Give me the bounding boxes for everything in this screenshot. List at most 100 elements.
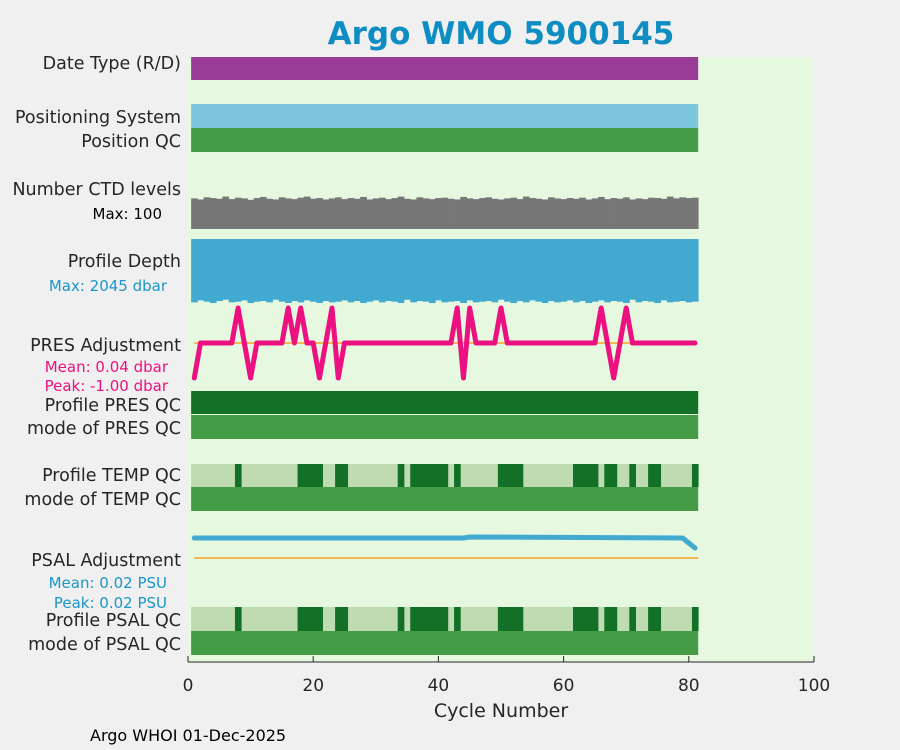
ctd-level-bar [228, 199, 236, 229]
label-mode-temp-qc: mode of TEMP QC [24, 490, 181, 510]
ctd-level-bar [685, 198, 693, 229]
ctd-level-bar [322, 199, 330, 229]
profile-temp-qc-flag [510, 464, 518, 487]
profile-depth-bar [310, 239, 317, 302]
mode-pres-qc-bar [191, 415, 699, 439]
ctd-level-bar [328, 198, 336, 229]
chart-title: Argo WMO 5900145 [328, 16, 675, 52]
label-psal-peak: Peak: 0.02 PSU [54, 594, 167, 612]
profile-depth-bar [297, 239, 305, 303]
profile-depth-bar [197, 239, 205, 301]
profile-depth-bar [648, 239, 655, 302]
ctd-level-bar [666, 196, 674, 229]
x-tick-label: 0 [183, 676, 194, 696]
profile-depth-bar [347, 239, 355, 303]
ctd-level-bar [566, 198, 574, 229]
ctd-level-bar [560, 199, 568, 229]
ctd-level-bar [234, 197, 242, 229]
ctd-level-bar [366, 199, 374, 229]
profile-psal-qc-flag [335, 607, 342, 631]
profile-depth-bar [691, 239, 699, 302]
label-pres-adjustment: PRES Adjustment [30, 336, 181, 356]
x-tick-label: 60 [553, 676, 575, 696]
profile-temp-qc-flag [316, 464, 323, 487]
ctd-level-bar [416, 197, 424, 229]
profile-temp-qc-flag [504, 464, 511, 487]
profile-depth-bar [360, 239, 367, 304]
profile-depth-bar [410, 239, 417, 303]
ctd-level-bar [385, 199, 392, 229]
profile-psal-qc-flag [516, 607, 524, 631]
profile-depth-bar [635, 239, 643, 303]
profile-depth-bar [209, 239, 217, 304]
ctd-level-bar [291, 199, 298, 229]
profile-psal-qc-flag [604, 607, 611, 631]
ctd-level-bar [641, 199, 649, 229]
ctd-level-bar [191, 198, 198, 229]
label-profile-depth: Profile Depth [68, 252, 181, 272]
ctd-level-bar [253, 198, 261, 229]
profile-temp-qc-flag [441, 464, 449, 487]
profile-temp-qc-flag [585, 464, 593, 487]
chart-marks [191, 57, 699, 655]
profile-depth-bar [429, 239, 436, 304]
profile-depth-bar [516, 239, 524, 302]
profile-temp-qc-flag [591, 464, 599, 487]
profile-psal-qc-flag [316, 607, 323, 631]
profile-temp-qc-flag [454, 464, 461, 487]
profile-psal-qc-flag [572, 607, 580, 631]
mode-psal-qc-bar [191, 631, 699, 655]
x-axis-ticks: 0 20 40 60 80 100 [183, 656, 830, 696]
profile-psal-qc-flag [303, 607, 311, 631]
ctd-level-bar [378, 197, 386, 229]
ctd-level-bar [316, 198, 323, 229]
profile-psal-qc-flag [310, 607, 317, 631]
profile-depth-bar [666, 239, 674, 303]
profile-depth-bar [460, 239, 467, 304]
profile-depth-bar [397, 239, 405, 304]
ctd-level-bar [660, 198, 668, 229]
ctd-level-bar [572, 198, 580, 229]
profile-depth-bar [660, 239, 668, 301]
profile-depth-bar [341, 239, 349, 301]
profile-depth-bar [604, 239, 611, 303]
label-psal-adjustment: PSAL Adjustment [31, 551, 181, 571]
x-axis-label: Cycle Number [434, 700, 568, 722]
ctd-level-bar [535, 198, 543, 229]
profile-pres-qc-bar [191, 391, 699, 414]
position-qc-bar [191, 128, 699, 152]
ctd-level-bar [654, 198, 662, 229]
profile-depth-bar [504, 239, 511, 302]
profile-depth-bar [654, 239, 662, 304]
profile-depth-bar [316, 239, 323, 304]
ctd-level-bar [516, 199, 524, 229]
profile-psal-qc-flag [297, 607, 305, 631]
label-ctd-max: Max: 100 [93, 205, 162, 223]
profile-depth-bar [266, 239, 273, 303]
ctd-level-bar [598, 196, 605, 229]
ctd-level-bar [216, 198, 223, 229]
profile-temp-qc-flag [335, 464, 342, 487]
ctd-level-bar [397, 196, 405, 229]
profile-depth-bar [259, 239, 267, 302]
profile-depth-bar [479, 239, 486, 302]
profile-depth-bar [454, 239, 461, 302]
profile-depth-bar [247, 239, 255, 304]
profile-temp-qc-flag [629, 464, 636, 487]
profile-temp-qc-flag [691, 464, 699, 487]
profile-psal-qc-flag [422, 607, 430, 631]
x-tick-label: 20 [302, 676, 324, 696]
profile-temp-qc-flag [516, 464, 524, 487]
profile-temp-qc-flag [297, 464, 305, 487]
footer-text: Argo WHOI 01-Dec-2025 [90, 726, 286, 745]
ctd-level-bar [403, 198, 411, 229]
ctd-level-bar [610, 198, 618, 229]
profile-temp-qc-flag [648, 464, 655, 487]
profile-depth-bar [447, 239, 455, 302]
profile-depth-bar [435, 239, 442, 301]
profile-psal-qc-flag [410, 607, 417, 631]
profile-psal-qc-flag [429, 607, 436, 631]
profile-psal-qc-flag [435, 607, 442, 631]
profile-depth-bar [191, 239, 198, 303]
profile-temp-qc-flag [341, 464, 349, 487]
